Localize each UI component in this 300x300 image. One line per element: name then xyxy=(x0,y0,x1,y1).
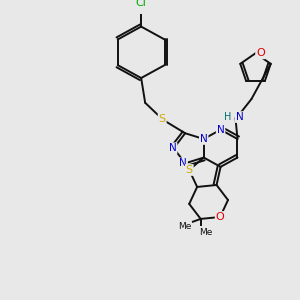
Text: H: H xyxy=(224,112,231,122)
Text: N: N xyxy=(169,143,177,153)
Text: O: O xyxy=(216,212,224,222)
Text: O: O xyxy=(256,48,265,58)
Text: S: S xyxy=(186,165,193,175)
Text: Me: Me xyxy=(199,228,212,237)
Text: N: N xyxy=(179,158,187,168)
Text: N: N xyxy=(217,125,224,135)
Text: Me: Me xyxy=(178,222,191,231)
Text: Cl: Cl xyxy=(136,0,147,8)
Text: N: N xyxy=(236,112,243,122)
Text: S: S xyxy=(159,114,166,124)
Text: N: N xyxy=(200,134,208,144)
